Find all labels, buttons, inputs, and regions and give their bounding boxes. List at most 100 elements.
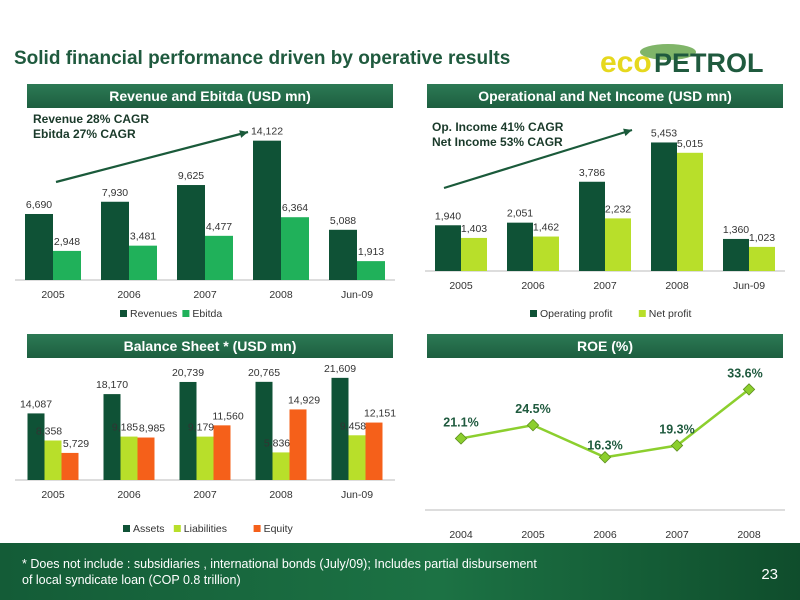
category-label: 2005 xyxy=(41,489,65,501)
category-label: 2004 xyxy=(449,529,473,541)
legend-label: Net profit xyxy=(649,308,692,320)
roe-point xyxy=(526,418,540,432)
iguana-icon xyxy=(640,44,696,60)
roe-point xyxy=(454,432,468,445)
data-label: 9,625 xyxy=(178,170,204,182)
bar-net-profit xyxy=(533,236,559,271)
data-label: 20,765 xyxy=(248,367,280,379)
revenue-cagr: Revenue 28% CAGR xyxy=(33,112,150,126)
data-label: 20,739 xyxy=(172,367,204,379)
bar-liabilities xyxy=(120,436,138,480)
data-label: 1,360 xyxy=(723,224,749,236)
data-label: 7,930 xyxy=(102,187,128,199)
bar-net-profit xyxy=(461,237,487,271)
bar-net-profit xyxy=(749,246,775,271)
bar-equity xyxy=(137,437,155,480)
data-label: 14,122 xyxy=(251,126,283,138)
bar-assets xyxy=(27,413,45,480)
category-label: 2005 xyxy=(521,529,545,541)
bar-assets xyxy=(255,381,273,480)
data-label: 14,929 xyxy=(288,394,320,406)
category-label: 2008 xyxy=(737,529,761,541)
footer-bar xyxy=(0,543,800,600)
category-label: 2006 xyxy=(117,289,141,301)
data-label: 1,940 xyxy=(435,210,461,222)
revenue-cagr-note: Revenue 28% CAGR Ebitda 27% CAGR xyxy=(33,112,149,142)
data-label: 8,985 xyxy=(139,423,165,435)
legend-swatch xyxy=(253,525,261,532)
bar-operating-profit xyxy=(723,238,749,271)
revenue-panel-title: Revenue and Ebitda (USD mn) xyxy=(27,84,393,108)
bar-revenues xyxy=(253,140,281,280)
category-label: 2007 xyxy=(193,289,217,301)
legend-label: Ebitda xyxy=(192,308,222,320)
income-panel-title: Operational and Net Income (USD mn) xyxy=(427,84,783,108)
legend-label: Equity xyxy=(264,523,294,535)
data-label: 1,462 xyxy=(533,222,559,234)
data-label: 18,170 xyxy=(96,379,128,391)
legend-label: Liabilities xyxy=(184,523,227,535)
legend-swatch xyxy=(530,310,537,317)
roe-panel-title: ROE (%) xyxy=(427,334,783,358)
data-label: 1,913 xyxy=(358,246,384,258)
category-label: Jun-09 xyxy=(733,280,765,292)
bar-equity xyxy=(365,422,383,480)
category-label: 2007 xyxy=(593,280,617,292)
category-label: 2008 xyxy=(665,280,689,292)
bar-revenues xyxy=(177,185,205,280)
category-label: 2006 xyxy=(117,489,141,501)
page-title: Solid financial performance driven by op… xyxy=(14,48,511,69)
ebitda-cagr: Ebitda 27% CAGR xyxy=(33,127,136,141)
income-cagr-note: Op. Income 41% CAGR Net Income 53% CAGR xyxy=(432,120,563,150)
bar-liabilities xyxy=(196,436,214,480)
roe-label: 16.3% xyxy=(587,438,622,452)
roe-point xyxy=(742,383,756,396)
category-label: 2005 xyxy=(41,289,65,301)
legend-swatch xyxy=(173,525,181,532)
bar-assets xyxy=(103,394,121,480)
category-label: 2006 xyxy=(593,529,617,541)
data-label: 1,403 xyxy=(461,223,487,235)
category-label: 2006 xyxy=(521,280,545,292)
data-label: 3,786 xyxy=(579,167,605,179)
svg-text:eco: eco xyxy=(600,46,652,79)
bar-assets xyxy=(331,377,349,480)
revenue-ebitda-chart: 6,690 2,948 2005 7,930 3,481 2006 9,625 4,477 20… xyxy=(15,126,395,320)
trend-arrow xyxy=(55,130,249,184)
trend-arrowhead xyxy=(239,130,248,138)
bar-equity xyxy=(289,409,307,480)
bar-liabilities xyxy=(348,435,366,480)
bar-operating-profit xyxy=(435,225,461,271)
bar-ebitda xyxy=(281,217,309,280)
data-label: 2,051 xyxy=(507,208,533,220)
roe-label: 21.1% xyxy=(443,415,478,429)
data-label: 2,232 xyxy=(605,203,631,215)
bar-ebitda xyxy=(53,250,81,280)
category-label: 2005 xyxy=(449,280,473,292)
bar-revenues xyxy=(329,229,357,280)
data-label: 9,458 xyxy=(340,420,366,432)
page-number: 23 xyxy=(761,566,778,583)
legend-swatch xyxy=(120,310,127,317)
data-label: 1,023 xyxy=(749,232,775,244)
data-label: 2,948 xyxy=(54,236,80,248)
legend-swatch xyxy=(182,310,190,317)
roe-label: 33.6% xyxy=(727,366,762,380)
legend-label: Revenues xyxy=(130,308,177,320)
bar-ebitda xyxy=(357,261,385,280)
data-label: 6,364 xyxy=(282,202,308,214)
legend-label: Assets xyxy=(133,523,165,535)
trend-arrow xyxy=(443,128,633,190)
roe-point xyxy=(670,439,684,452)
bar-revenues xyxy=(101,201,129,280)
bar-operating-profit xyxy=(579,181,605,271)
bar-ebitda xyxy=(129,245,157,280)
svg-text:PETROL: PETROL xyxy=(654,48,764,78)
net-income-cagr: Net Income 53% CAGR xyxy=(432,135,563,149)
bar-ebitda xyxy=(205,235,233,280)
data-label: 8,358 xyxy=(36,425,62,437)
ecopetrol-logo: eco PETROL xyxy=(600,44,764,79)
data-label: 21,609 xyxy=(324,363,356,375)
data-label: 5,088 xyxy=(330,215,356,227)
